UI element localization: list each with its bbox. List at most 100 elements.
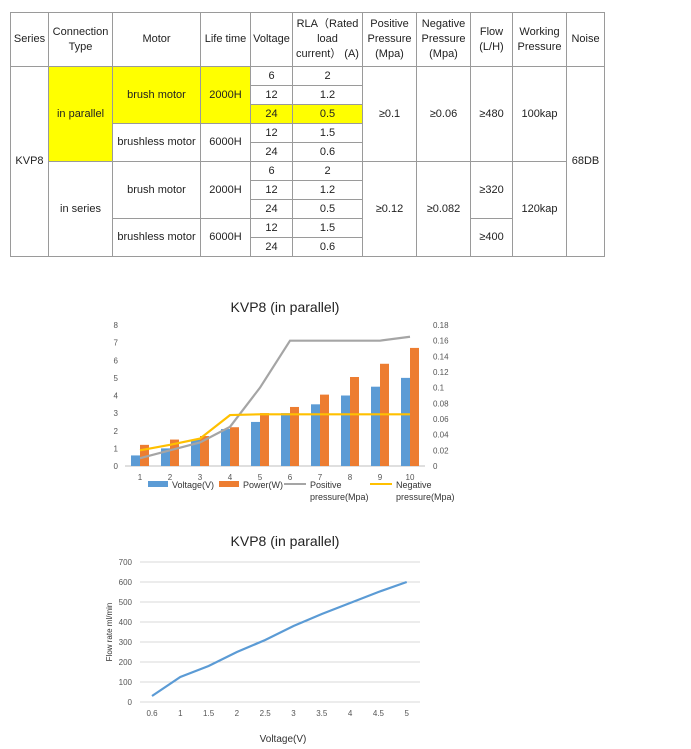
y-tick-label: 700 bbox=[119, 558, 133, 567]
bar bbox=[200, 436, 209, 466]
table-row: 24 0.6 bbox=[11, 237, 605, 257]
x-tick-label: 2.5 bbox=[260, 709, 272, 718]
motor-cell: brushless motor bbox=[112, 218, 201, 257]
x-tick-label: 0.6 bbox=[146, 709, 158, 718]
x-tick-label: 2 bbox=[235, 709, 240, 718]
bar bbox=[401, 377, 410, 466]
rla-cell: 0.5 bbox=[292, 199, 363, 219]
x-tick-label: 3 bbox=[198, 473, 203, 482]
legend-label: pressure(Mpa) bbox=[396, 492, 455, 502]
x-axis-label: Voltage(V) bbox=[260, 734, 307, 745]
table-row: in series brush motor 2000H 6 2 ≥0.12 ≥0.082 ≥3… bbox=[11, 161, 605, 257]
bar bbox=[191, 439, 200, 466]
rla-cell: 1.2 bbox=[292, 180, 363, 200]
bar bbox=[350, 376, 359, 466]
x-tick-label: 5 bbox=[404, 709, 409, 718]
x-tick-label: 1 bbox=[138, 473, 143, 482]
legend-label: pressure(Mpa) bbox=[310, 492, 369, 502]
y-left-tick-label: 2 bbox=[114, 427, 119, 436]
chart2-title: KVP8 (in parallel) bbox=[230, 533, 340, 549]
bar bbox=[311, 404, 320, 466]
rla-cell: 1.2 bbox=[292, 85, 363, 105]
bar bbox=[140, 444, 149, 466]
bar bbox=[260, 413, 269, 466]
table-row: 12 1.2 bbox=[11, 180, 605, 200]
y-left-tick-label: 4 bbox=[114, 392, 119, 401]
flow-cell: ≥320 bbox=[470, 161, 513, 219]
rla-cell: 1.5 bbox=[292, 218, 363, 238]
y-left-tick-label: 0 bbox=[114, 462, 119, 471]
negative-pressure-cell: ≥0.082 bbox=[416, 161, 471, 257]
table-header-cell: Life time bbox=[200, 12, 251, 67]
table-row: KVP8 in parallel brush motor 2000H 6 2 ≥0.1 ≥0.… bbox=[10, 66, 605, 257]
legend-swatch bbox=[148, 481, 168, 487]
series-line bbox=[151, 580, 408, 697]
x-tick-label: 7 bbox=[318, 473, 323, 482]
x-tick-label: 10 bbox=[406, 473, 415, 482]
bar bbox=[410, 347, 419, 466]
motor-cell: brush motor bbox=[112, 66, 201, 124]
x-tick-label: 2 bbox=[168, 473, 173, 482]
bar bbox=[170, 439, 179, 466]
bar bbox=[341, 395, 350, 466]
negative-pressure-cell: ≥0.06 bbox=[416, 66, 471, 162]
legend-label: Voltage(V) bbox=[172, 480, 214, 490]
table-header-cell: Noise bbox=[566, 12, 605, 67]
rla-cell: 0.6 bbox=[292, 142, 363, 162]
bar bbox=[371, 386, 380, 466]
x-tick-label: 5 bbox=[258, 473, 263, 482]
voltage-cell: 24 bbox=[250, 237, 293, 257]
rla-cell: 1.5 bbox=[292, 123, 363, 143]
y-left-tick-label: 8 bbox=[114, 321, 119, 330]
x-tick-label: 4.5 bbox=[373, 709, 385, 718]
x-tick-label: 6 bbox=[288, 473, 293, 482]
bar bbox=[290, 406, 299, 466]
x-tick-label: 9 bbox=[378, 473, 383, 482]
voltage-cell: 6 bbox=[250, 161, 293, 181]
table-row: 24 0.6 bbox=[11, 142, 605, 162]
bar bbox=[161, 448, 170, 466]
legend-swatch bbox=[219, 481, 239, 487]
life-time-cell: 2000H bbox=[200, 66, 251, 124]
x-tick-label: 8 bbox=[348, 473, 353, 482]
y-right-tick-label: 0.14 bbox=[433, 352, 449, 361]
voltage-cell: 12 bbox=[250, 180, 293, 200]
table-header-cell: RLA（Rated load current） (A) bbox=[292, 12, 363, 67]
voltage-cell: 12 bbox=[250, 123, 293, 143]
noise-cell: 68DB bbox=[566, 66, 605, 257]
voltage-cell: 6 bbox=[250, 66, 293, 86]
y-tick-label: 0 bbox=[128, 698, 133, 707]
voltage-cell: 24 bbox=[250, 199, 293, 219]
y-left-tick-label: 6 bbox=[114, 356, 119, 365]
bar bbox=[251, 421, 260, 466]
chart2: 0 100 200 300 400 500 600 700 0.6 1 1.5 2 2.5 3 3.5 4 4.… bbox=[105, 558, 420, 745]
life-time-cell: 6000H bbox=[200, 218, 251, 257]
y-right-tick-label: 0.04 bbox=[433, 431, 449, 440]
y-right-tick-label: 0.18 bbox=[433, 321, 449, 330]
y-left-tick-label: 3 bbox=[114, 409, 119, 418]
series-line bbox=[139, 335, 411, 460]
table-row: 24 0.5 bbox=[11, 104, 605, 124]
spec-table: Series Connection Type Motor Life time Volta… bbox=[10, 12, 605, 257]
y-left-tick-label: 1 bbox=[114, 444, 119, 453]
table-row: brushless motor 6000H 12 1.5 ≥400 bbox=[11, 218, 605, 257]
y-right-tick-label: 0 bbox=[433, 462, 438, 471]
table-header-cell: Voltage bbox=[250, 12, 293, 67]
rla-cell: 2 bbox=[292, 66, 363, 86]
voltage-cell: 24 bbox=[250, 142, 293, 162]
bar bbox=[131, 455, 140, 466]
legend-label: Power(W) bbox=[243, 480, 283, 490]
flow-cell: ≥480 bbox=[470, 66, 513, 162]
y-tick-label: 500 bbox=[119, 598, 133, 607]
y-left-tick-label: 7 bbox=[114, 339, 119, 348]
table-header-cell: Connection Type bbox=[48, 12, 113, 67]
rla-cell: 2 bbox=[292, 161, 363, 181]
y-tick-label: 100 bbox=[119, 678, 133, 687]
y-right-tick-label: 0.1 bbox=[433, 384, 445, 393]
working-pressure-cell: 120kap bbox=[512, 161, 567, 257]
y-right-tick-label: 0.08 bbox=[433, 399, 449, 408]
motor-cell: brush motor bbox=[112, 161, 201, 219]
connection-type-cell: in series bbox=[48, 161, 113, 257]
y-tick-label: 600 bbox=[119, 578, 133, 587]
x-tick-label: 3 bbox=[291, 709, 296, 718]
